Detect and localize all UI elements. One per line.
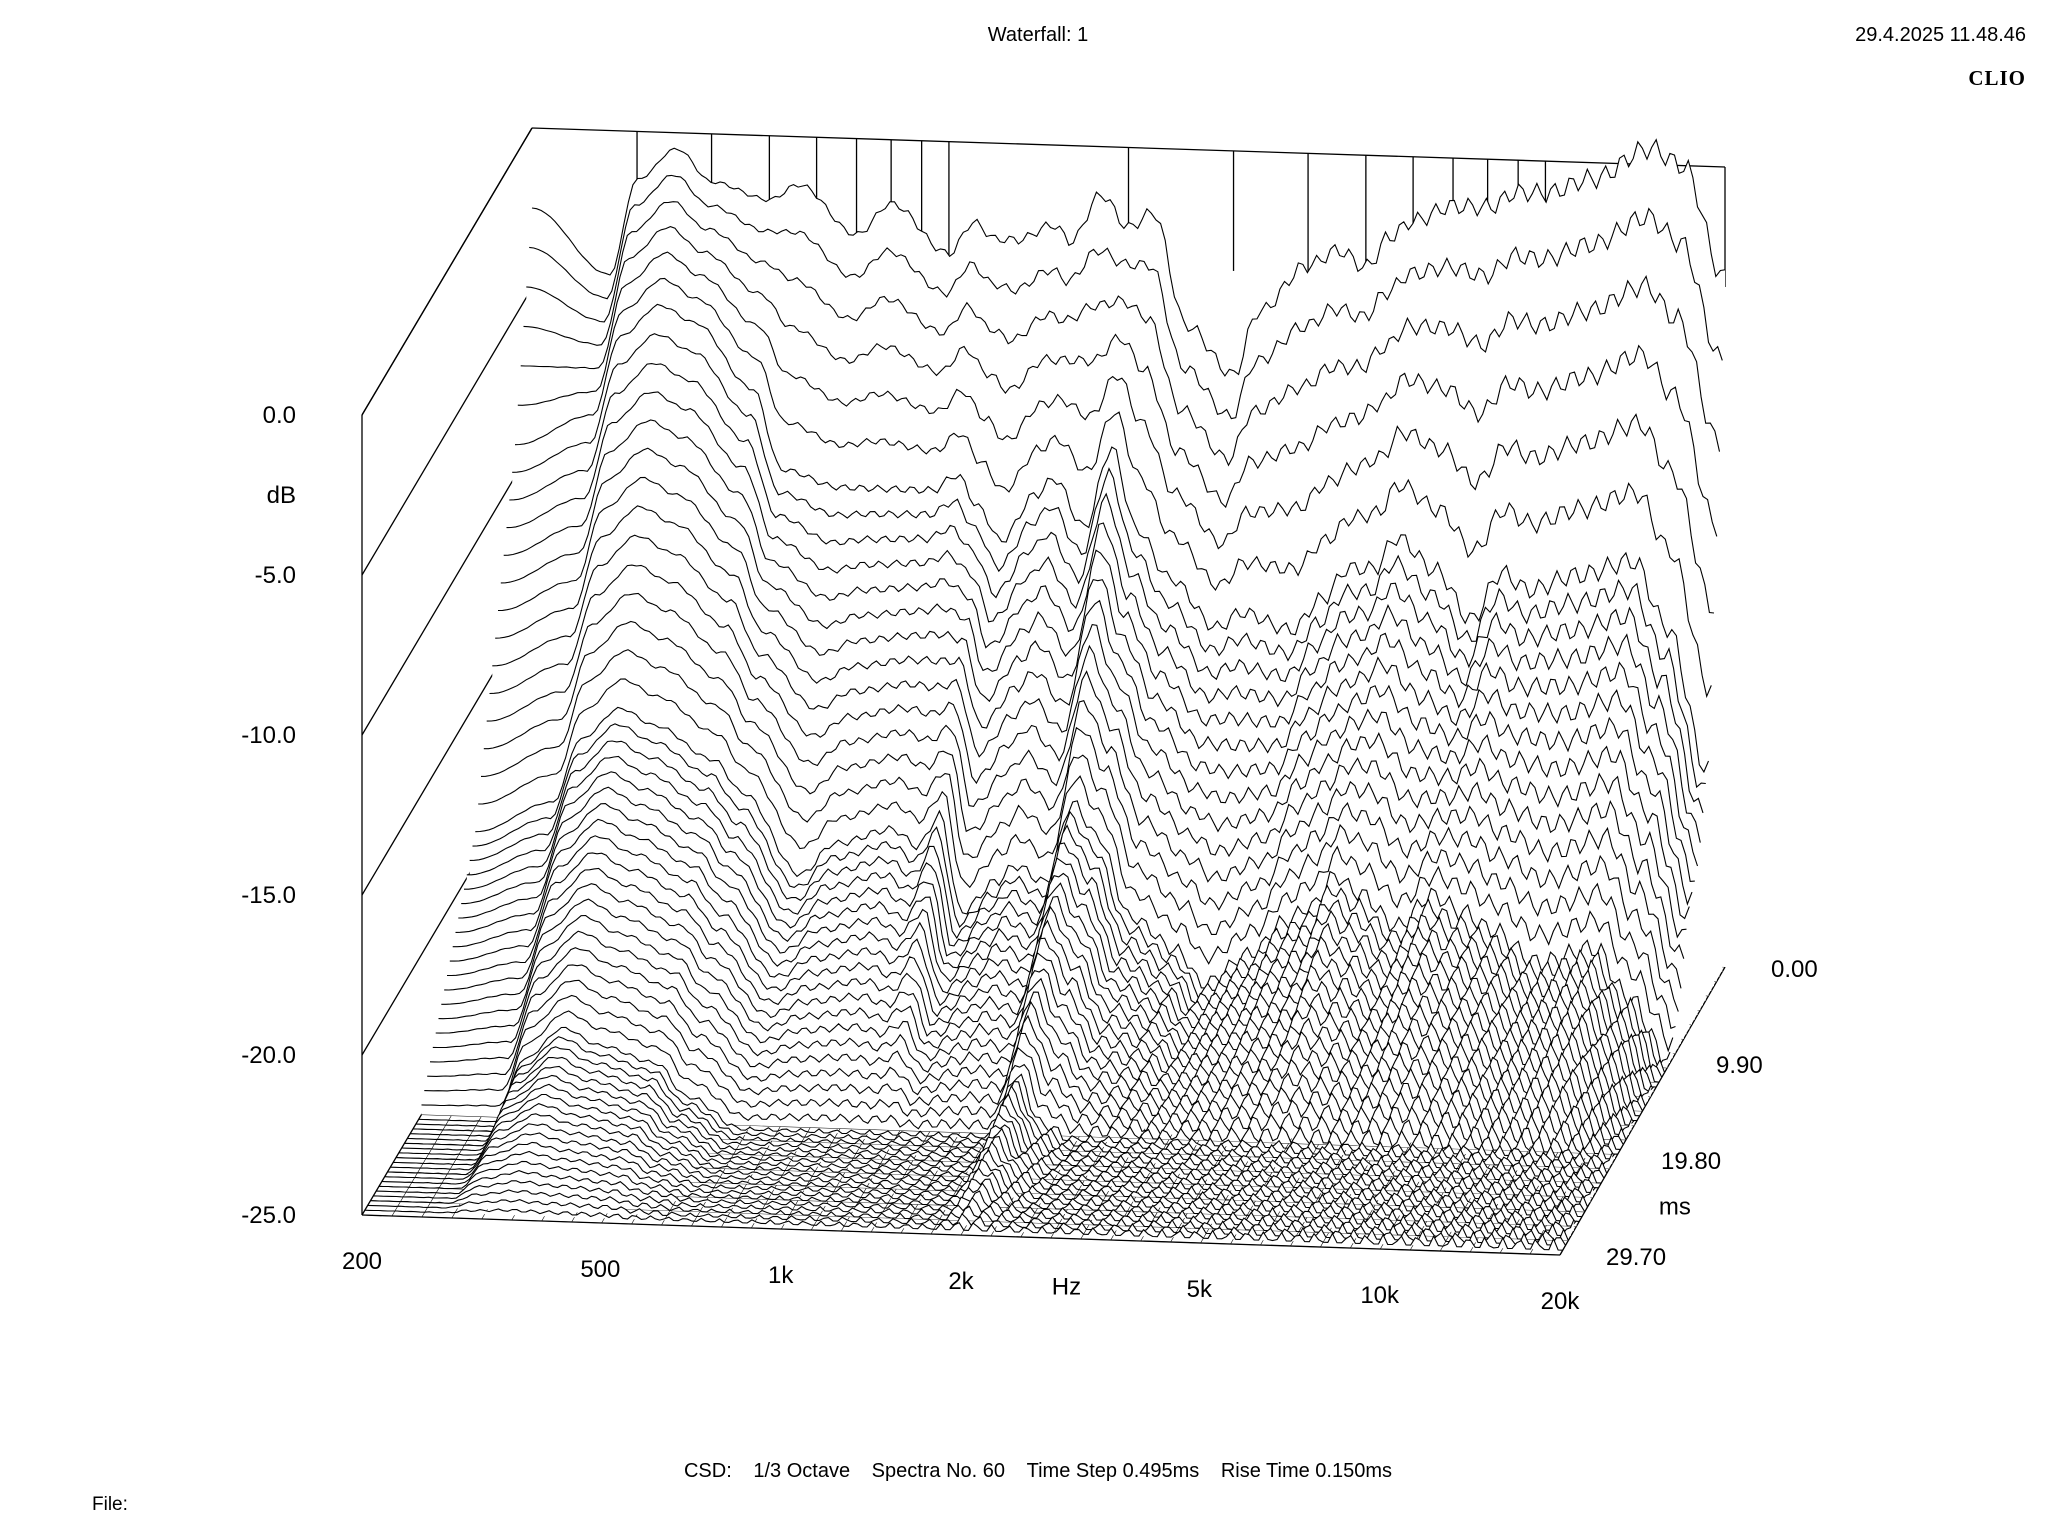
footer-time-step: Time Step 0.495ms bbox=[1027, 1460, 1200, 1482]
z-tick-label: 0.00 bbox=[1771, 956, 1818, 983]
file-label: File: bbox=[92, 1494, 128, 1516]
waterfall-plot: 0.0 -5.0 -10.0 -15.0 -20.0 -25.0 dB 200 500 1k 2k 5… bbox=[0, 0, 2048, 1420]
x-tick-label: 500 bbox=[580, 1256, 620, 1283]
z-axis-label: ms bbox=[1659, 1194, 1691, 1221]
y-axis-label: dB bbox=[267, 482, 296, 509]
y-tick-label: -10.0 bbox=[241, 722, 296, 749]
x-tick-label: 5k bbox=[1187, 1276, 1213, 1303]
x-tick-label: 20k bbox=[1541, 1288, 1581, 1315]
x-axis-label: Hz bbox=[1052, 1274, 1081, 1301]
footer-rise-time: Rise Time 0.150ms bbox=[1221, 1460, 1392, 1482]
footer-spectra: Spectra No. 60 bbox=[872, 1460, 1005, 1482]
y-tick-label: -25.0 bbox=[241, 1202, 296, 1229]
z-tick-label: 19.80 bbox=[1661, 1148, 1721, 1175]
footer-info: CSD: 1/3 Octave Spectra No. 60 Time Step… bbox=[0, 1460, 2048, 1483]
left-wall-gridline bbox=[362, 128, 532, 415]
x-tick-label: 200 bbox=[342, 1248, 382, 1275]
x-tick-label: 10k bbox=[1360, 1282, 1400, 1309]
footer-mode: CSD: bbox=[684, 1460, 732, 1482]
y-tick-label: 0.0 bbox=[263, 402, 296, 429]
y-tick-label: -15.0 bbox=[241, 882, 296, 909]
y-tick-label: -5.0 bbox=[255, 562, 296, 589]
x-tick-label: 1k bbox=[768, 1262, 794, 1289]
z-tick-label: 29.70 bbox=[1606, 1244, 1666, 1271]
x-tick-label: 2k bbox=[948, 1268, 974, 1295]
spectra-curves bbox=[365, 140, 1725, 1251]
z-tick-label: 9.90 bbox=[1716, 1052, 1763, 1079]
footer-smoothing: 1/3 Octave bbox=[753, 1460, 850, 1482]
y-tick-label: -20.0 bbox=[241, 1042, 296, 1069]
